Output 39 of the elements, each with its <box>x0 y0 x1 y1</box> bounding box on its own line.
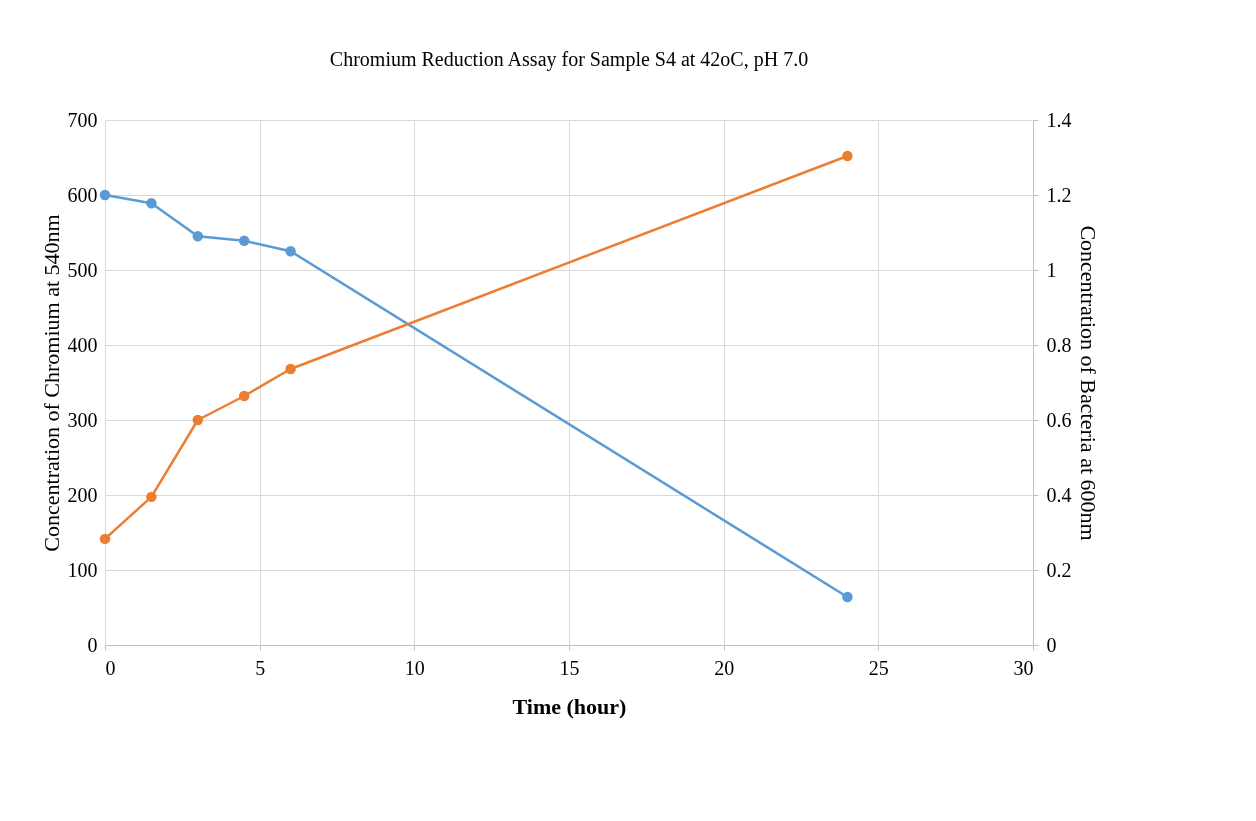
point <box>99 189 111 201</box>
point <box>192 414 204 426</box>
y2-tick-label: 0.6 <box>1046 408 1072 431</box>
y-axis-title: Concentration of Chromium at 540nm <box>38 214 64 552</box>
point <box>238 390 250 402</box>
y-tick-label: 0 <box>87 633 98 656</box>
y2-tick-label: 1.4 <box>1046 108 1072 131</box>
y2-tick-label: 1.2 <box>1046 183 1072 206</box>
y-tick-label: 600 <box>67 183 98 206</box>
y2-tick-label: 1 <box>1046 258 1057 281</box>
y2-axis-title: Concentration of Bacteria at 600nm <box>1075 225 1101 541</box>
point <box>285 246 296 257</box>
x-tick-label: 15 <box>559 656 580 679</box>
chart-title: Chromium Reduction Assay for Sample S4 at 42oC, pH 7.0 <box>329 48 809 71</box>
x-axis-title: Time (hour) <box>512 693 627 719</box>
y-tick-label: 500 <box>67 258 98 281</box>
point <box>842 150 853 162</box>
point <box>285 363 296 375</box>
point <box>99 533 111 545</box>
y-tick-label: 200 <box>67 483 98 506</box>
x-tick-label: 5 <box>255 656 266 679</box>
point <box>842 591 853 603</box>
y2-tick-label: 0.4 <box>1046 483 1072 506</box>
x-tick-label: 0 <box>105 656 116 679</box>
y-tick-label: 100 <box>67 558 98 581</box>
point <box>146 198 157 209</box>
x-tick-label: 10 <box>404 656 425 679</box>
y-tick-label: 700 <box>67 108 98 131</box>
x-tick-label: 25 <box>868 656 889 679</box>
point <box>146 491 157 503</box>
x-tick-label: 30 <box>1013 656 1034 679</box>
y2-tick-label: 0.8 <box>1046 333 1072 356</box>
x-tick-label: 20 <box>714 656 735 679</box>
y-tick-label: 400 <box>67 333 98 356</box>
point <box>192 231 204 242</box>
point <box>238 235 250 246</box>
y2-tick-label: 0 <box>1046 633 1057 656</box>
y-tick-label: 300 <box>67 408 98 431</box>
y2-tick-label: 0.2 <box>1046 558 1072 581</box>
